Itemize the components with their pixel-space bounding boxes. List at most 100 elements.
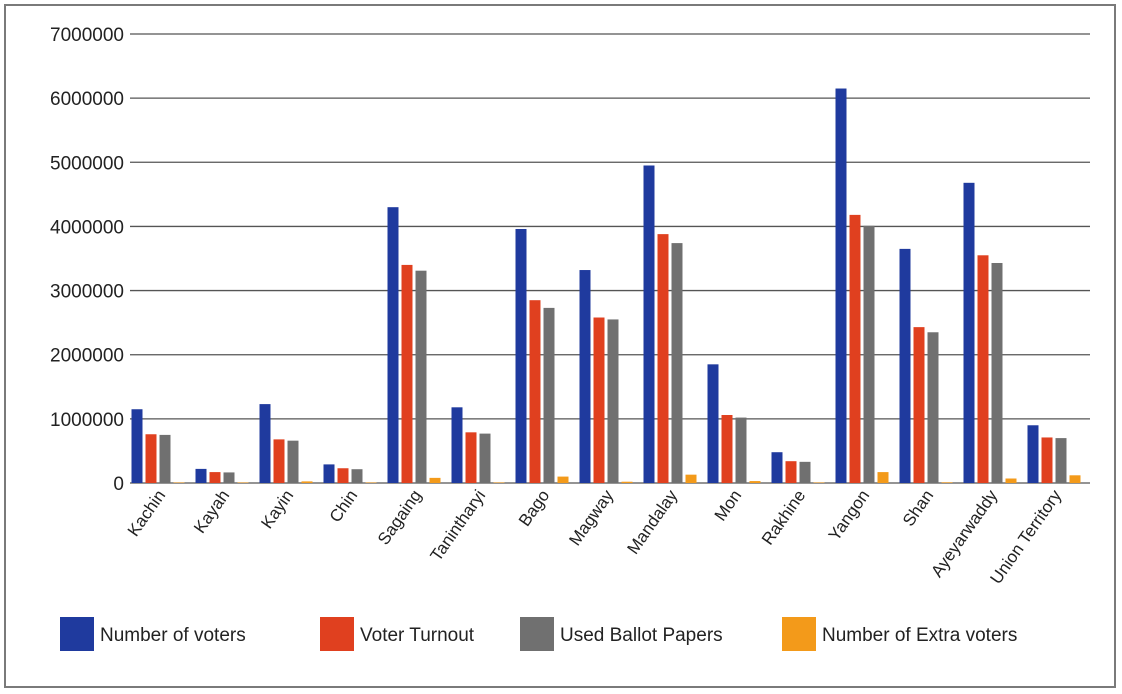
bar-used-ballot-papers (159, 434, 171, 483)
bar-number-of-voters (579, 270, 591, 483)
x-tick-label: Kayin (257, 486, 297, 532)
bar-used-ballot-papers (799, 461, 811, 483)
x-tick-label: Yangon (825, 486, 873, 544)
bar-voter-turnout (593, 317, 605, 483)
bar-used-ballot-papers (671, 243, 683, 483)
bar-used-ballot-papers (543, 307, 555, 483)
bar-number-of-voters (131, 409, 143, 483)
bar-used-ballot-papers (735, 417, 747, 483)
x-axis-ticks: Kachin Kayah Kayin Chin Sagaing Tanintharyi Ba… (124, 486, 1066, 588)
bars (131, 88, 1081, 484)
bar-number-of-extra-voters (941, 482, 953, 483)
legend-label: Number of Extra voters (822, 625, 1017, 646)
legend-swatch (520, 617, 554, 651)
bar-voter-turnout (785, 461, 797, 483)
y-tick-label: 7000000 (50, 25, 124, 46)
x-tick-label: Rakhine (758, 486, 809, 548)
bar-voter-turnout (465, 432, 477, 483)
legend-label: Used Ballot Papers (560, 625, 723, 646)
bar-number-of-extra-voters (237, 482, 249, 483)
x-tick-label: Magway (565, 486, 617, 549)
bar-voter-turnout (657, 234, 669, 483)
bar-voter-turnout (209, 472, 221, 483)
y-tick-label: 3000000 (50, 282, 124, 303)
bar-number-of-extra-voters (429, 477, 441, 483)
x-tick-label: Mon (711, 486, 746, 524)
bar-used-ballot-papers (287, 440, 299, 483)
legend-swatch (60, 617, 94, 651)
bar-voter-turnout (721, 415, 733, 483)
legend-label: Number of voters (100, 625, 246, 646)
bar-used-ballot-papers (927, 332, 939, 483)
bar-number-of-extra-voters (493, 482, 505, 483)
bar-number-of-extra-voters (685, 474, 697, 483)
bar-number-of-extra-voters (173, 482, 185, 483)
bar-number-of-voters (323, 464, 335, 483)
bar-number-of-voters (451, 407, 463, 483)
bar-used-ballot-papers (223, 472, 235, 483)
legend: Number of voters Voter Turnout Used Ballot… (60, 617, 1017, 651)
y-tick-label: 4000000 (50, 217, 124, 238)
bar-used-ballot-papers (991, 262, 1003, 483)
bar-number-of-extra-voters (365, 482, 377, 483)
bar-number-of-extra-voters (621, 481, 633, 483)
x-tick-label: Kachin (124, 486, 169, 539)
x-tick-label: Bago (515, 486, 553, 529)
legend-item: Number of Extra voters (782, 617, 1017, 651)
bar-voter-turnout (913, 327, 925, 483)
bar-voter-turnout (401, 264, 413, 483)
y-tick-label: 5000000 (50, 153, 124, 174)
legend-item: Voter Turnout (320, 617, 475, 651)
legend-item: Used Ballot Papers (520, 617, 723, 651)
bar-number-of-voters (1027, 425, 1039, 483)
bar-number-of-extra-voters (749, 481, 761, 483)
bar-number-of-voters (643, 165, 655, 483)
x-tick-label: Shan (899, 486, 937, 529)
x-tick-label: Ayeyarwaddy (927, 486, 1001, 581)
bar-used-ballot-papers (607, 319, 619, 483)
bar-number-of-voters (387, 207, 399, 483)
bar-number-of-voters (899, 248, 911, 483)
legend-swatch (782, 617, 816, 651)
x-tick-label: Kayah (190, 486, 233, 536)
bar-used-ballot-papers (351, 469, 363, 483)
y-tick-label: 6000000 (50, 89, 124, 110)
bar-voter-turnout (145, 434, 157, 483)
legend-swatch (320, 617, 354, 651)
bar-voter-turnout (977, 255, 989, 483)
x-tick-label: Sagaing (374, 486, 425, 548)
legend-label: Voter Turnout (360, 625, 475, 646)
bar-number-of-extra-voters (813, 482, 825, 483)
bar-used-ballot-papers (863, 225, 875, 483)
bar-used-ballot-papers (1055, 438, 1067, 483)
bar-number-of-extra-voters (1069, 475, 1081, 483)
x-tick-label: Tanintharyi (427, 486, 490, 564)
bar-number-of-extra-voters (301, 481, 313, 483)
y-tick-label: 2000000 (50, 346, 124, 367)
y-tick-label: 0 (113, 474, 124, 495)
bar-voter-turnout (273, 439, 285, 483)
x-tick-label: Chin (326, 486, 362, 526)
bar-number-of-voters (835, 88, 847, 484)
bar-number-of-voters (963, 182, 975, 483)
bar-voter-turnout (529, 300, 541, 483)
y-tick-label: 1000000 (50, 410, 124, 431)
bar-voter-turnout (337, 468, 349, 483)
chart-frame: 0 1000000 2000000 3000000 4000000 5000000 6000… (4, 4, 1116, 688)
bar-number-of-extra-voters (877, 472, 889, 483)
bar-number-of-voters (707, 364, 719, 483)
y-axis-ticks: 0 1000000 2000000 3000000 4000000 5000000 6000… (50, 25, 124, 495)
bar-number-of-voters (195, 468, 207, 483)
bar-used-ballot-papers (415, 270, 427, 483)
bar-voter-turnout (849, 214, 861, 483)
legend-item: Number of voters (60, 617, 246, 651)
bar-number-of-extra-voters (1005, 478, 1017, 483)
bar-number-of-voters (515, 228, 527, 483)
bar-number-of-voters (259, 404, 271, 483)
x-tick-label: Mandalay (623, 486, 681, 558)
bar-chart: 0 1000000 2000000 3000000 4000000 5000000 6000… (50, 25, 1090, 651)
bar-number-of-voters (771, 452, 783, 483)
bar-number-of-extra-voters (557, 476, 569, 483)
bar-used-ballot-papers (479, 433, 491, 483)
bar-voter-turnout (1041, 437, 1053, 483)
